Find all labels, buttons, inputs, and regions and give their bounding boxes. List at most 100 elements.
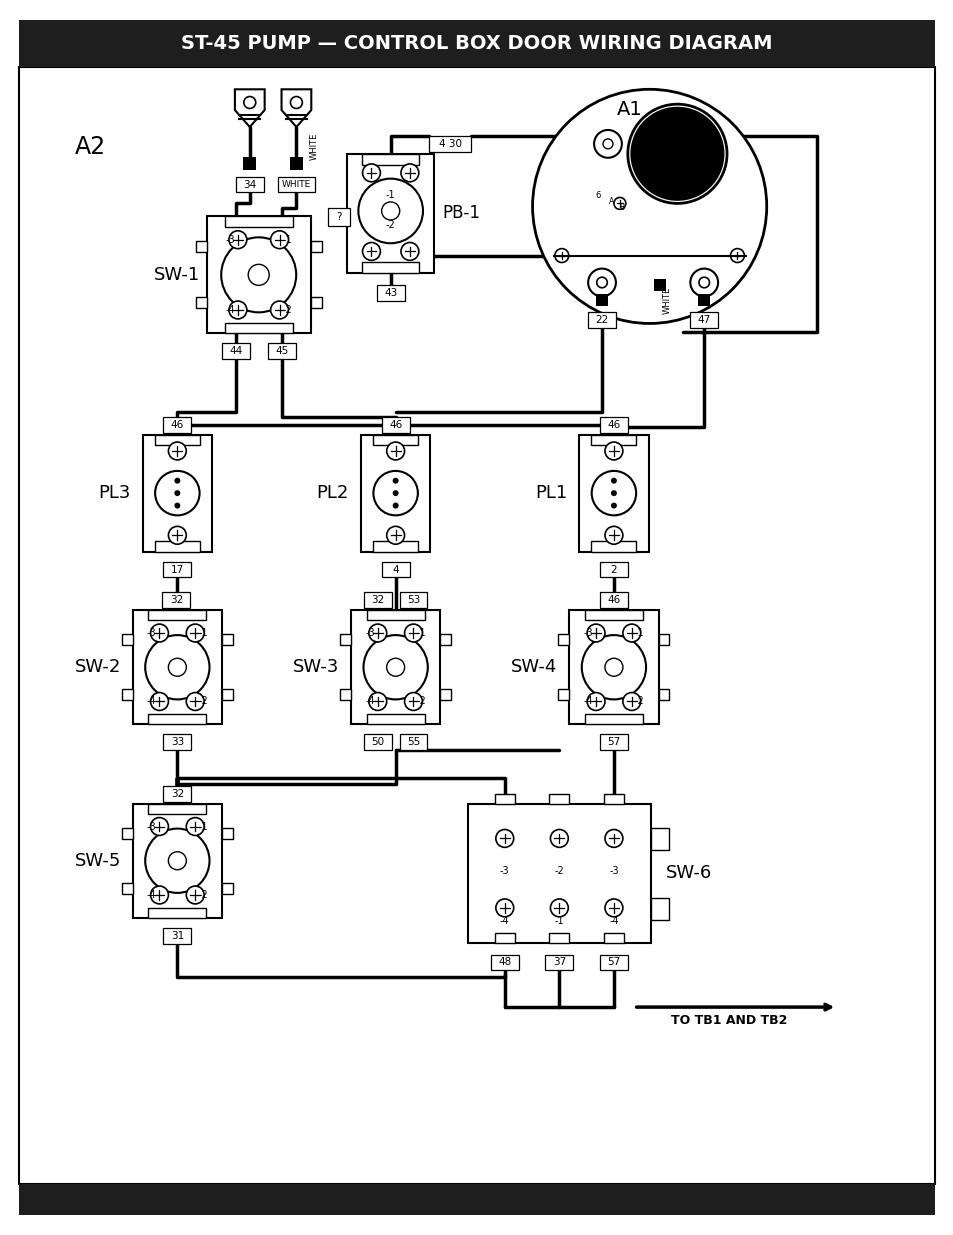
Text: PAGE 122 — MAYCO ST-45HRM PUMP — OPERATION & PARTS MANUAL — REV. #4 (07/16/04): PAGE 122 — MAYCO ST-45HRM PUMP — OPERATI…	[228, 1226, 725, 1235]
Bar	[351, 610, 440, 724]
Circle shape	[610, 490, 617, 496]
Text: -4: -4	[147, 697, 156, 706]
Text: 50: 50	[371, 737, 384, 747]
Text: -3: -3	[583, 629, 593, 638]
Bar	[584, 714, 642, 724]
Circle shape	[699, 277, 709, 288]
Text: SW-4: SW-4	[511, 658, 557, 677]
Circle shape	[386, 442, 404, 459]
Circle shape	[550, 899, 568, 916]
Circle shape	[169, 442, 186, 459]
Text: 32: 32	[171, 789, 184, 799]
Bar	[163, 785, 191, 802]
Bar	[222, 635, 233, 646]
Text: 53: 53	[406, 595, 419, 605]
Text: -1: -1	[198, 629, 208, 638]
Bar	[360, 435, 430, 552]
Bar	[399, 593, 427, 608]
Text: 47: 47	[697, 315, 710, 325]
Text: 55: 55	[406, 737, 419, 747]
Bar	[195, 298, 207, 309]
Circle shape	[614, 198, 625, 210]
Text: -1: -1	[634, 629, 643, 638]
Text: SW-2: SW-2	[74, 658, 121, 677]
Text: -3: -3	[225, 235, 234, 245]
Bar	[327, 209, 349, 226]
Bar	[599, 735, 627, 750]
Text: -2: -2	[634, 697, 644, 706]
Bar	[658, 689, 669, 700]
Text: 22: 22	[595, 315, 608, 325]
Circle shape	[244, 96, 255, 109]
Circle shape	[586, 693, 604, 710]
Text: A: A	[609, 196, 614, 206]
Bar	[363, 735, 392, 750]
Bar	[195, 241, 207, 252]
Bar	[222, 827, 233, 839]
Bar	[366, 714, 424, 724]
Bar	[132, 610, 222, 724]
Circle shape	[404, 693, 422, 710]
Bar	[596, 294, 607, 306]
Circle shape	[381, 201, 399, 220]
Bar	[690, 312, 718, 329]
Bar	[163, 416, 191, 432]
Text: TO TB1 AND TB2: TO TB1 AND TB2	[670, 1014, 786, 1028]
Circle shape	[373, 471, 417, 515]
Text: WHITE: WHITE	[281, 180, 311, 189]
Bar	[148, 804, 206, 814]
Bar	[495, 932, 515, 942]
Circle shape	[151, 624, 169, 642]
Bar	[268, 343, 295, 359]
Text: 17: 17	[171, 564, 184, 574]
Bar	[399, 735, 427, 750]
Bar	[381, 562, 409, 578]
Text: -4: -4	[147, 890, 156, 900]
Text: PL3: PL3	[98, 484, 131, 503]
Bar	[578, 435, 648, 552]
Circle shape	[730, 248, 743, 263]
Text: 45: 45	[274, 346, 288, 356]
Circle shape	[386, 526, 404, 545]
Circle shape	[622, 624, 640, 642]
Bar	[207, 216, 311, 333]
Text: 31: 31	[171, 931, 184, 941]
Circle shape	[186, 624, 204, 642]
Text: 2: 2	[610, 564, 617, 574]
Text: 37: 37	[552, 957, 565, 967]
Text: ?: ?	[335, 212, 341, 222]
Text: ST-45 PUMP — CONTROL BOX DOOR WIRING DIAGRAM: ST-45 PUMP — CONTROL BOX DOOR WIRING DIA…	[181, 35, 772, 53]
Text: 34: 34	[243, 179, 256, 189]
Bar	[148, 714, 206, 724]
Bar	[599, 955, 627, 971]
Circle shape	[591, 471, 636, 515]
Text: 6: 6	[595, 191, 600, 200]
Bar	[148, 908, 206, 918]
Circle shape	[604, 442, 622, 459]
Bar	[467, 804, 651, 942]
Bar	[558, 689, 569, 700]
Bar	[376, 285, 404, 300]
Bar	[599, 562, 627, 578]
Text: -3: -3	[608, 866, 618, 876]
Circle shape	[271, 231, 288, 248]
Circle shape	[586, 624, 604, 642]
Bar	[591, 541, 636, 552]
Bar	[163, 562, 191, 578]
Bar	[163, 735, 191, 750]
Text: -1: -1	[198, 821, 208, 831]
Circle shape	[186, 693, 204, 710]
Text: -4: -4	[583, 697, 593, 706]
Circle shape	[555, 248, 568, 263]
Bar	[18, 1183, 935, 1215]
Circle shape	[174, 503, 180, 509]
Circle shape	[186, 818, 204, 835]
Bar	[603, 794, 623, 804]
Bar	[347, 154, 434, 273]
Circle shape	[186, 885, 204, 904]
Text: 33: 33	[171, 737, 184, 747]
Circle shape	[400, 242, 418, 261]
Circle shape	[393, 503, 398, 509]
Text: 43: 43	[384, 288, 396, 298]
Text: 32: 32	[371, 595, 384, 605]
